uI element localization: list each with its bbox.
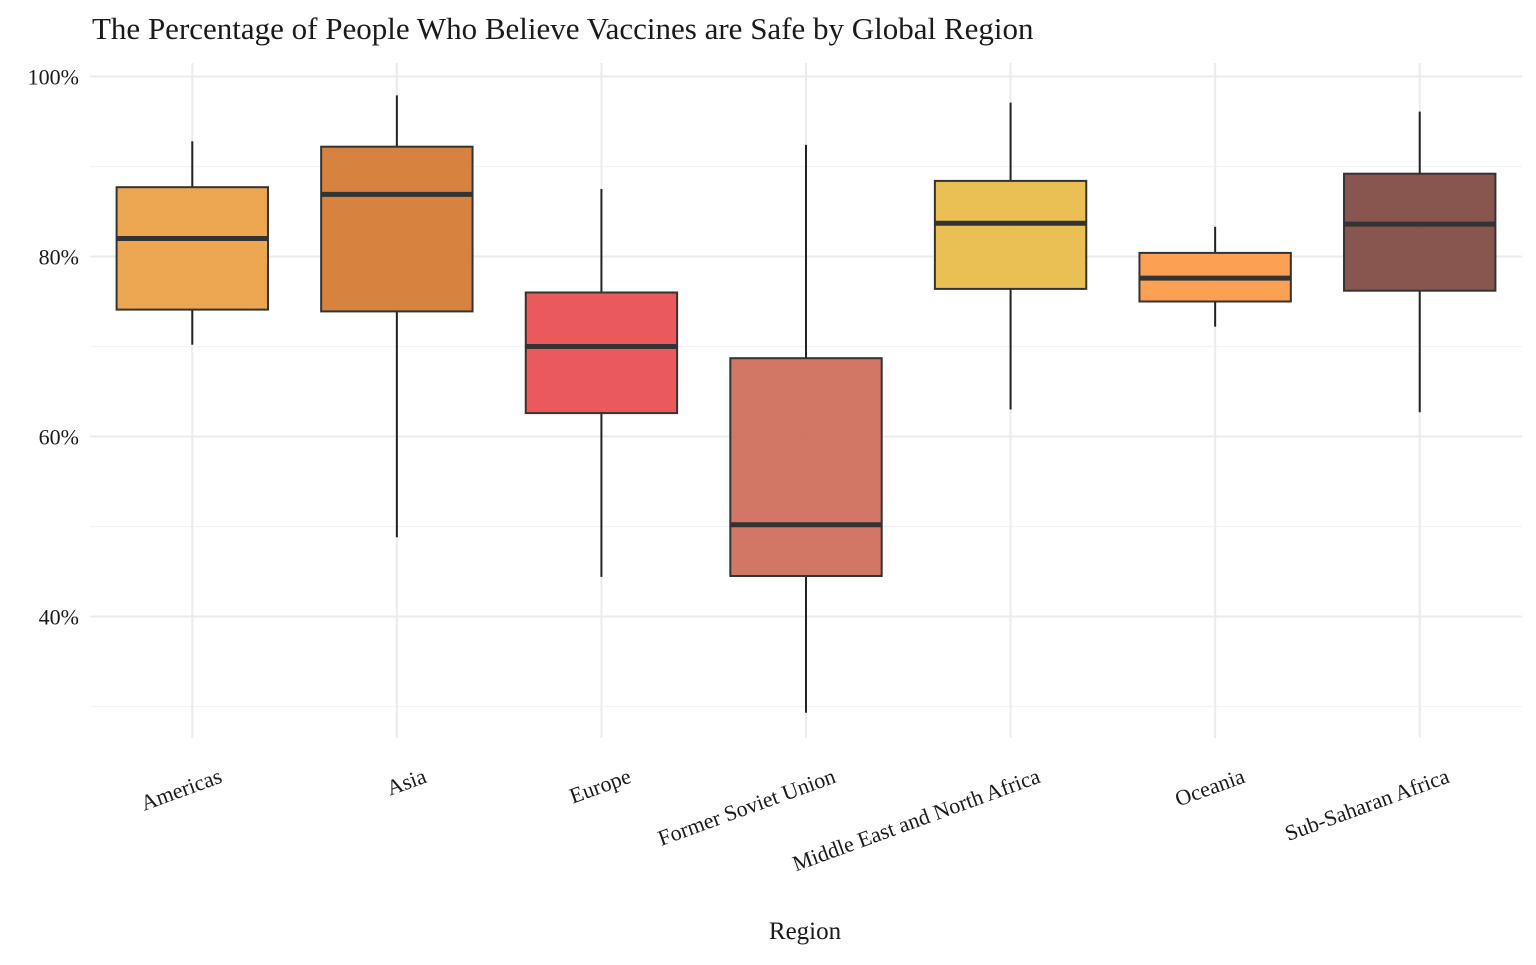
chart-title: The Percentage of People Who Believe Vac… (92, 11, 1034, 46)
y-tick-label: 100% (28, 65, 79, 90)
box (729, 357, 883, 578)
box (115, 186, 269, 311)
x-tick-label: Asia (383, 763, 430, 800)
boxes (115, 95, 1497, 713)
box-group (524, 189, 679, 577)
box (933, 179, 1088, 290)
box-group (115, 141, 269, 345)
box-group (320, 95, 474, 538)
x-tick-label: Oceania (1172, 763, 1248, 811)
x-axis-title: Region (769, 918, 842, 945)
y-tick-label: 40% (39, 605, 79, 630)
box-group (1138, 226, 1292, 327)
box-group (933, 102, 1088, 410)
box (1343, 172, 1497, 292)
x-tick-label: Europe (566, 763, 634, 808)
x-tick-label: Americas (137, 763, 225, 815)
box-group (1343, 111, 1497, 413)
box-group (729, 144, 883, 713)
x-tick-label: Sub-Saharan Africa (1281, 763, 1452, 846)
x-tick-label: Former Soviet Union (654, 763, 838, 850)
box (320, 145, 474, 313)
box (524, 291, 679, 415)
y-tick-label: 60% (39, 425, 79, 450)
y-tick-label: 80% (39, 245, 79, 270)
